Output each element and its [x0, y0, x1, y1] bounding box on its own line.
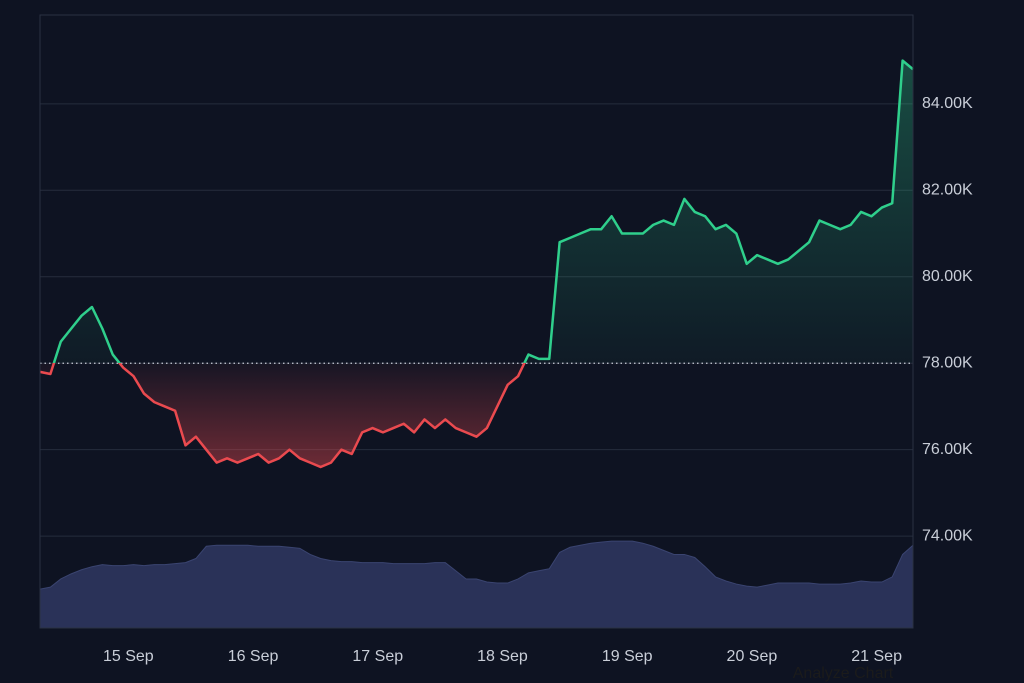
y-tick-label: 74.00K	[922, 527, 973, 544]
x-tick-label: 21 Sep	[851, 648, 902, 665]
x-tick-label: 17 Sep	[352, 648, 403, 665]
labels: 74.00K 76.00K 78.00K 80.00K 82.00K 84.00K 15 S…	[103, 95, 973, 665]
x-tick-label: 19 Sep	[602, 648, 653, 665]
price-layer	[39, 59, 914, 469]
y-tick-label: 78.00K	[922, 354, 973, 371]
volume-area	[39, 540, 914, 629]
y-tick-label: 82.00K	[922, 182, 973, 199]
x-tick-label: 18 Sep	[477, 648, 528, 665]
x-tick-label: 20 Sep	[727, 648, 778, 665]
volume-layer	[39, 540, 914, 629]
price-area	[40, 60, 913, 467]
y-tick-label: 84.00K	[922, 95, 973, 112]
price-line	[39, 59, 914, 469]
annotation: Analyze Chart	[793, 665, 894, 682]
x-tick-label: 15 Sep	[103, 648, 154, 665]
y-tick-label: 76.00K	[922, 441, 973, 458]
plot-frame	[39, 14, 914, 629]
y-tick-label: 80.00K	[922, 268, 973, 285]
x-tick-label: 16 Sep	[228, 648, 279, 665]
